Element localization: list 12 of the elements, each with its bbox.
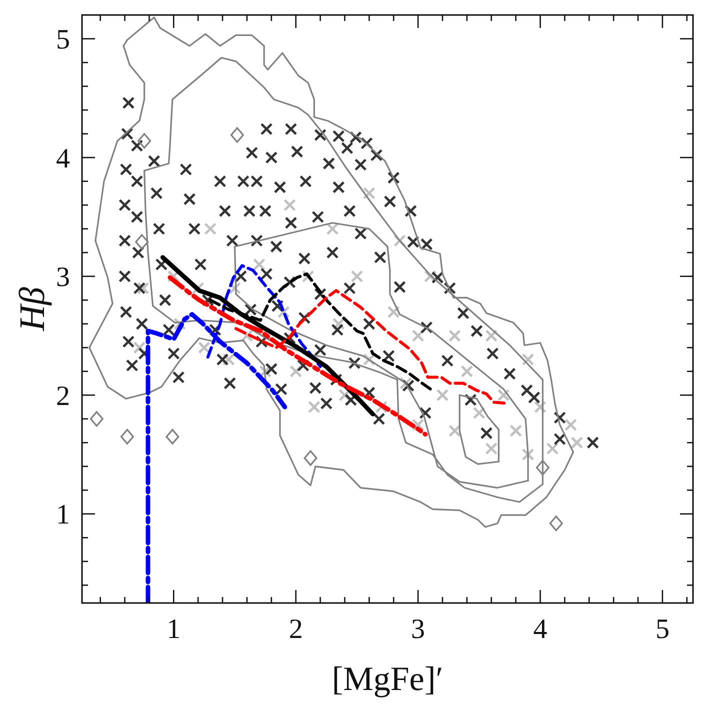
y-axis-title: Hβ bbox=[12, 286, 52, 332]
y-tick-label: 4 bbox=[56, 143, 70, 174]
x-tick-label: 2 bbox=[288, 614, 303, 645]
x-tick-label: 3 bbox=[411, 614, 426, 645]
y-tick-label: 2 bbox=[56, 380, 70, 412]
y-tick-label: 1 bbox=[56, 500, 70, 531]
x-tick-label: 4 bbox=[533, 614, 548, 645]
x-axis-title: [MgFe]′ bbox=[332, 661, 444, 698]
x-tick-label: 5 bbox=[655, 614, 670, 645]
x-tick-label: 1 bbox=[166, 614, 181, 645]
y-tick-label: 5 bbox=[56, 24, 70, 56]
y-tick-label: 3 bbox=[56, 262, 70, 294]
